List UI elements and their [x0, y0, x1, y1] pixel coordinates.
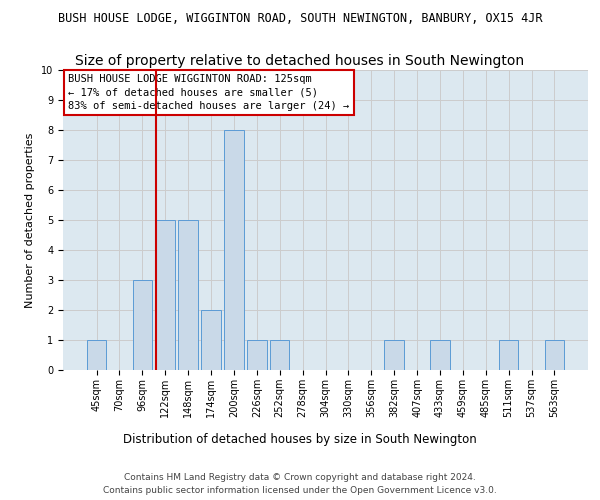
Bar [270, 340, 289, 370]
Bar [247, 340, 266, 370]
Bar [202, 310, 221, 370]
Bar [87, 340, 106, 370]
Bar [224, 130, 244, 370]
Bar [385, 340, 404, 370]
Text: Contains HM Land Registry data © Crown copyright and database right 2024.: Contains HM Land Registry data © Crown c… [124, 472, 476, 482]
Text: BUSH HOUSE LODGE WIGGINTON ROAD: 125sqm
← 17% of detached houses are smaller (5): BUSH HOUSE LODGE WIGGINTON ROAD: 125sqm … [68, 74, 349, 111]
Bar [133, 280, 152, 370]
Text: Size of property relative to detached houses in South Newington: Size of property relative to detached ho… [76, 54, 524, 68]
Text: Contains public sector information licensed under the Open Government Licence v3: Contains public sector information licen… [103, 486, 497, 495]
Y-axis label: Number of detached properties: Number of detached properties [25, 132, 35, 308]
Bar [430, 340, 449, 370]
Text: Distribution of detached houses by size in South Newington: Distribution of detached houses by size … [123, 432, 477, 446]
Text: BUSH HOUSE LODGE, WIGGINTON ROAD, SOUTH NEWINGTON, BANBURY, OX15 4JR: BUSH HOUSE LODGE, WIGGINTON ROAD, SOUTH … [58, 12, 542, 24]
Bar [499, 340, 518, 370]
Bar [178, 220, 198, 370]
Bar [545, 340, 564, 370]
Bar [155, 220, 175, 370]
